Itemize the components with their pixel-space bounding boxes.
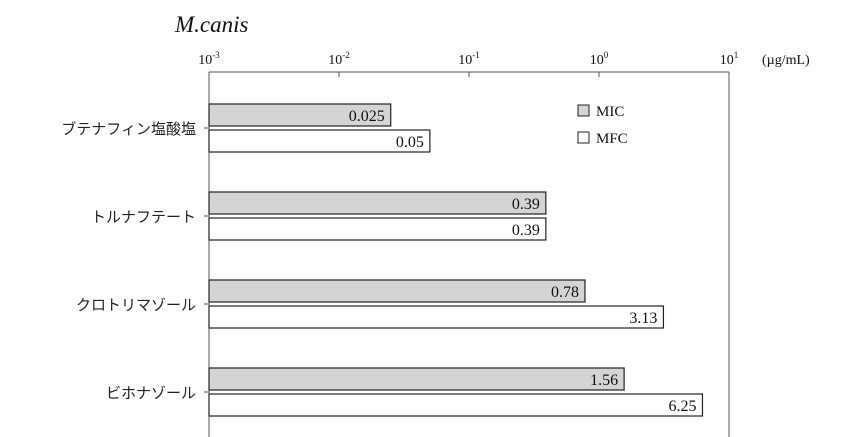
x-tick-label: 100	[590, 50, 609, 68]
data-label: 0.025	[349, 108, 385, 125]
bar-mfc	[208, 305, 665, 329]
x-tick-label: 10-2	[328, 50, 350, 68]
data-label: 3.13	[629, 310, 657, 327]
data-label: 0.39	[512, 196, 540, 213]
legend-label: MIC	[596, 104, 624, 120]
legend-swatch	[577, 131, 590, 144]
data-label: 0.39	[512, 222, 540, 239]
bar-mic	[208, 279, 586, 303]
bar-mic	[208, 367, 625, 391]
bar-mfc	[208, 217, 547, 241]
category-label: ビホナゾール	[106, 384, 196, 402]
x-tick-label: 10-1	[458, 50, 480, 68]
x-axis-unit: (µg/mL)	[762, 53, 810, 68]
chart-title: M.canis	[174, 12, 249, 37]
legend: MIC MFC	[577, 104, 628, 147]
x-tick-label: 101	[720, 50, 739, 68]
x-axis: 10-3 10-2 10-1 100 101 (µg/mL)	[198, 50, 810, 437]
data-label: 1.56	[590, 372, 618, 389]
data-label: 0.05	[396, 134, 424, 151]
category-label: ブテナフィン塩酸塩	[61, 120, 196, 138]
x-tick-label: 10-3	[198, 50, 220, 68]
data-label: 0.78	[551, 284, 579, 301]
bar-mic	[208, 191, 547, 215]
bar-mfc	[208, 129, 431, 153]
bar-mfc	[208, 393, 704, 417]
legend-label: MFC	[596, 131, 628, 147]
bars: 0.025 0.05 0.39 0.39 0.78 3.13 1.56 6.25	[208, 103, 704, 417]
data-label: 6.25	[668, 398, 696, 415]
category-label: トルナフテート	[91, 208, 196, 226]
bar-mic	[208, 103, 392, 127]
category-label: クロトリマゾール	[76, 296, 196, 314]
legend-swatch	[577, 104, 590, 117]
